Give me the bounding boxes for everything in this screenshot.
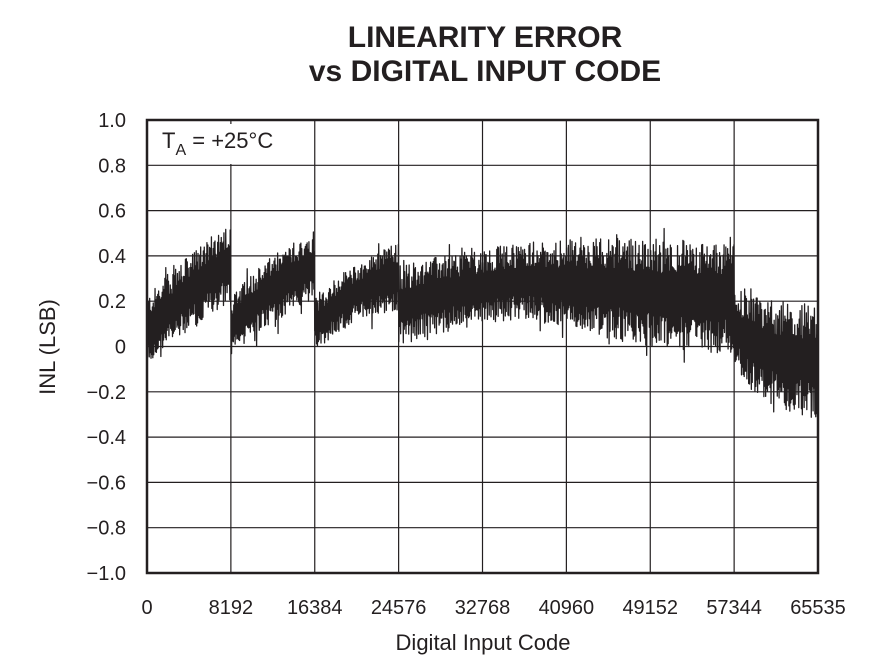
x-tick-label: 16384 (287, 597, 343, 619)
y-tick-label: −0.2 (87, 382, 126, 404)
x-tick-labels: 0 8192 16384 24576 32768 40960 49152 57344 65535 (141, 597, 845, 619)
y-tick-label: −0.6 (87, 472, 126, 494)
x-tick-label: 57344 (706, 597, 762, 619)
y-tick-label: 0.4 (98, 246, 126, 268)
inl-series-line (146, 227, 819, 418)
y-tick-label: 1.0 (98, 110, 126, 132)
x-tick-label: 24576 (371, 597, 427, 619)
y-tick-labels: 1.0 0.8 0.6 0.4 0.2 0 −0.2 −0.4 −0.6 −0.8 −1.0 (87, 110, 126, 585)
chart-title-line1: LINEARITY ERROR (347, 21, 623, 54)
x-tick-label: 0 (141, 597, 152, 619)
x-tick-label: 40960 (539, 597, 595, 619)
chart-title-line2: vs DIGITAL INPUT CODE (308, 55, 662, 88)
y-tick-label: 0.2 (98, 291, 126, 313)
y-tick-label: 0.8 (98, 155, 126, 177)
y-tick-label: −1.0 (87, 563, 126, 585)
plot-frame (145, 118, 820, 575)
y-tick-label: −0.8 (87, 518, 126, 540)
x-tick-label: 49152 (622, 597, 678, 619)
annotation-box (150, 124, 300, 164)
x-tick-label: 8192 (209, 597, 254, 619)
x-tick-label: 32768 (455, 597, 511, 619)
temperature-annotation: TA = +25°C (162, 128, 273, 159)
x-axis-title: Digital Input Code (396, 630, 571, 655)
x-tick-label: 65535 (790, 597, 846, 619)
y-tick-label: −0.4 (87, 427, 126, 449)
y-tick-label: 0.6 (98, 201, 126, 223)
y-tick-label: 0 (115, 337, 126, 359)
inl-trace (146, 227, 819, 418)
y-axis-title: INL (LSB) (35, 299, 60, 395)
